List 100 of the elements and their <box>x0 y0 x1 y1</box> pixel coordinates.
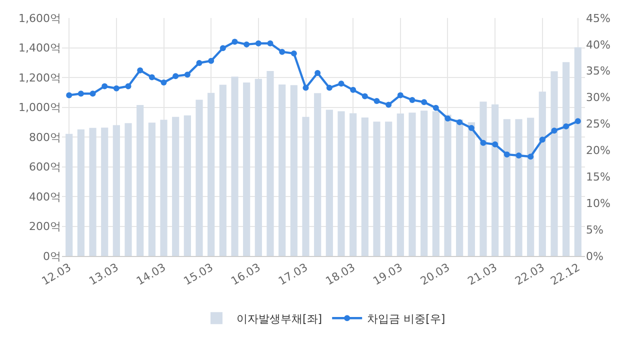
y-tick-label: 1,400억 <box>18 42 61 55</box>
bar <box>538 92 546 256</box>
bar <box>574 47 582 256</box>
y-tick-label: 400억 <box>29 190 61 204</box>
bar <box>456 119 464 256</box>
bar <box>492 104 499 256</box>
point <box>232 38 238 45</box>
bar <box>361 118 368 256</box>
bar <box>527 118 534 256</box>
point <box>492 141 498 148</box>
y2-tick-label: 40% <box>586 38 610 52</box>
bar <box>326 110 333 256</box>
point <box>220 45 226 52</box>
bar <box>408 112 416 256</box>
y2-tick-label: 35% <box>586 64 610 78</box>
point <box>172 73 179 80</box>
point <box>468 125 474 132</box>
bar <box>160 120 168 256</box>
bar <box>101 128 108 256</box>
bar <box>550 71 558 256</box>
point <box>90 90 96 97</box>
point <box>539 136 546 143</box>
point <box>326 84 332 91</box>
point <box>78 90 84 97</box>
bar <box>515 119 522 256</box>
bar <box>136 105 144 256</box>
point <box>551 128 558 134</box>
point <box>290 50 297 56</box>
bar <box>480 102 487 256</box>
legend-label: 차입금 비중[우] <box>367 312 446 326</box>
bar <box>266 70 274 256</box>
bar <box>148 122 156 256</box>
bar <box>290 85 298 256</box>
bar <box>373 122 380 256</box>
bar <box>184 115 191 256</box>
point <box>397 92 404 98</box>
bar <box>385 122 392 256</box>
y-tick-label: 1,200억 <box>18 71 61 84</box>
y2-tick-label: 45% <box>586 12 610 25</box>
point <box>574 118 581 124</box>
point <box>374 98 380 104</box>
point <box>279 48 286 55</box>
point <box>66 92 72 98</box>
point <box>350 86 356 93</box>
y2-tick-label: 20% <box>586 144 610 158</box>
y-tick-label: 0억 <box>43 250 61 263</box>
point <box>362 93 368 100</box>
point <box>302 84 309 91</box>
point <box>113 85 120 92</box>
point <box>421 99 428 106</box>
y2-tick-label: 0% <box>586 250 604 263</box>
point <box>244 41 250 48</box>
point <box>148 74 155 80</box>
point <box>516 152 522 159</box>
bar <box>350 113 357 256</box>
point <box>267 40 274 46</box>
y2-tick-label: 5% <box>586 223 604 236</box>
point <box>504 151 510 158</box>
point <box>184 72 190 78</box>
point <box>528 154 534 160</box>
y2-tick-label: 30% <box>586 91 610 104</box>
point <box>196 60 202 66</box>
bar <box>444 114 452 256</box>
y2-tick-label: 25% <box>586 118 610 131</box>
point <box>102 83 108 90</box>
bar <box>396 114 404 256</box>
bar <box>172 116 180 256</box>
point <box>456 119 463 126</box>
y2-tick-label: 10% <box>586 196 610 210</box>
bar <box>112 125 120 256</box>
bar <box>66 134 73 256</box>
point <box>125 83 132 90</box>
bar <box>468 122 475 256</box>
bar <box>124 123 132 256</box>
bar <box>219 84 226 256</box>
point <box>137 67 144 74</box>
bar <box>77 129 84 256</box>
point <box>314 70 321 76</box>
point <box>386 102 392 108</box>
point <box>480 140 486 146</box>
bar <box>196 100 203 256</box>
point <box>208 58 214 64</box>
y-tick-label: 200억 <box>29 220 61 234</box>
y2-tick-label: 15% <box>586 170 610 184</box>
bar <box>432 111 440 256</box>
y-tick-label: 800억 <box>29 130 61 144</box>
bar <box>562 62 570 256</box>
legend-label: 이자발생부채[좌] <box>236 312 322 326</box>
point <box>409 96 416 103</box>
y-tick-label: 1,000억 <box>18 101 61 114</box>
bar <box>338 111 345 256</box>
bar <box>503 119 510 256</box>
bar <box>278 84 286 256</box>
y-tick-label: 600억 <box>29 160 61 174</box>
bar <box>243 82 250 256</box>
point <box>432 104 439 111</box>
point <box>160 80 167 86</box>
y-tick-label: 1,600억 <box>18 12 61 25</box>
point <box>255 40 262 46</box>
bar <box>231 76 238 256</box>
